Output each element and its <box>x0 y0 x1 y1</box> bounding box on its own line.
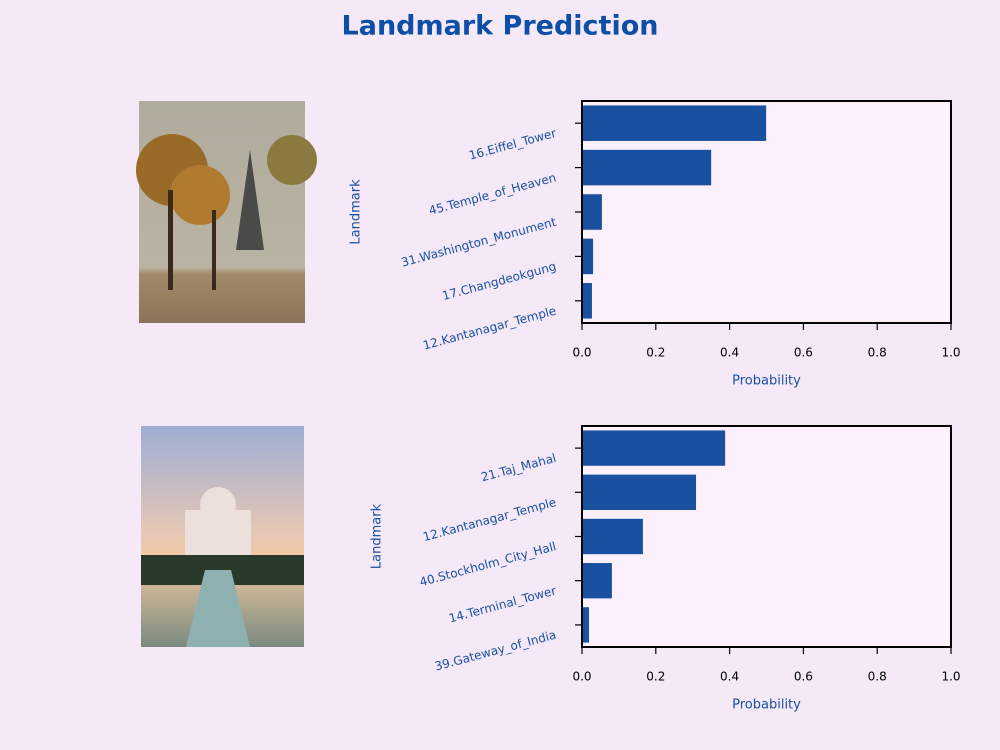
bar <box>582 238 594 275</box>
bar <box>582 518 643 555</box>
axes-frame <box>581 100 952 324</box>
bar <box>582 283 592 319</box>
x-tick-label: 0.4 <box>720 670 739 684</box>
x-tick-label: 0.6 <box>794 346 813 360</box>
y-axis-label: Landmark <box>370 503 385 569</box>
bar <box>582 430 726 466</box>
bar <box>582 563 612 599</box>
x-tick-label: 0.8 <box>868 346 887 360</box>
x-tick-label: 0.0 <box>572 346 591 360</box>
bar <box>582 607 590 643</box>
x-tick-label: 0.2 <box>646 346 665 360</box>
x-tick-label: 0.2 <box>646 670 665 684</box>
x-axis-label: Probability <box>732 374 801 389</box>
x-tick-label: 0.0 <box>572 670 591 684</box>
bar <box>582 474 697 510</box>
bar <box>582 105 767 141</box>
x-tick-label: 0.4 <box>720 346 739 360</box>
x-tick-label: 1.0 <box>941 670 960 684</box>
x-axis-label: Probability <box>732 698 801 713</box>
axes-frame <box>581 425 952 648</box>
page-title: Landmark Prediction <box>342 11 659 42</box>
x-tick-label: 1.0 <box>941 346 960 360</box>
x-tick-label: 0.6 <box>794 670 813 684</box>
bar <box>582 194 602 230</box>
photo-taj-mahal <box>141 426 304 647</box>
bar <box>582 149 712 186</box>
photo-eiffel <box>136 101 317 323</box>
y-axis-label: Landmark <box>349 179 364 245</box>
x-tick-label: 0.8 <box>868 670 887 684</box>
